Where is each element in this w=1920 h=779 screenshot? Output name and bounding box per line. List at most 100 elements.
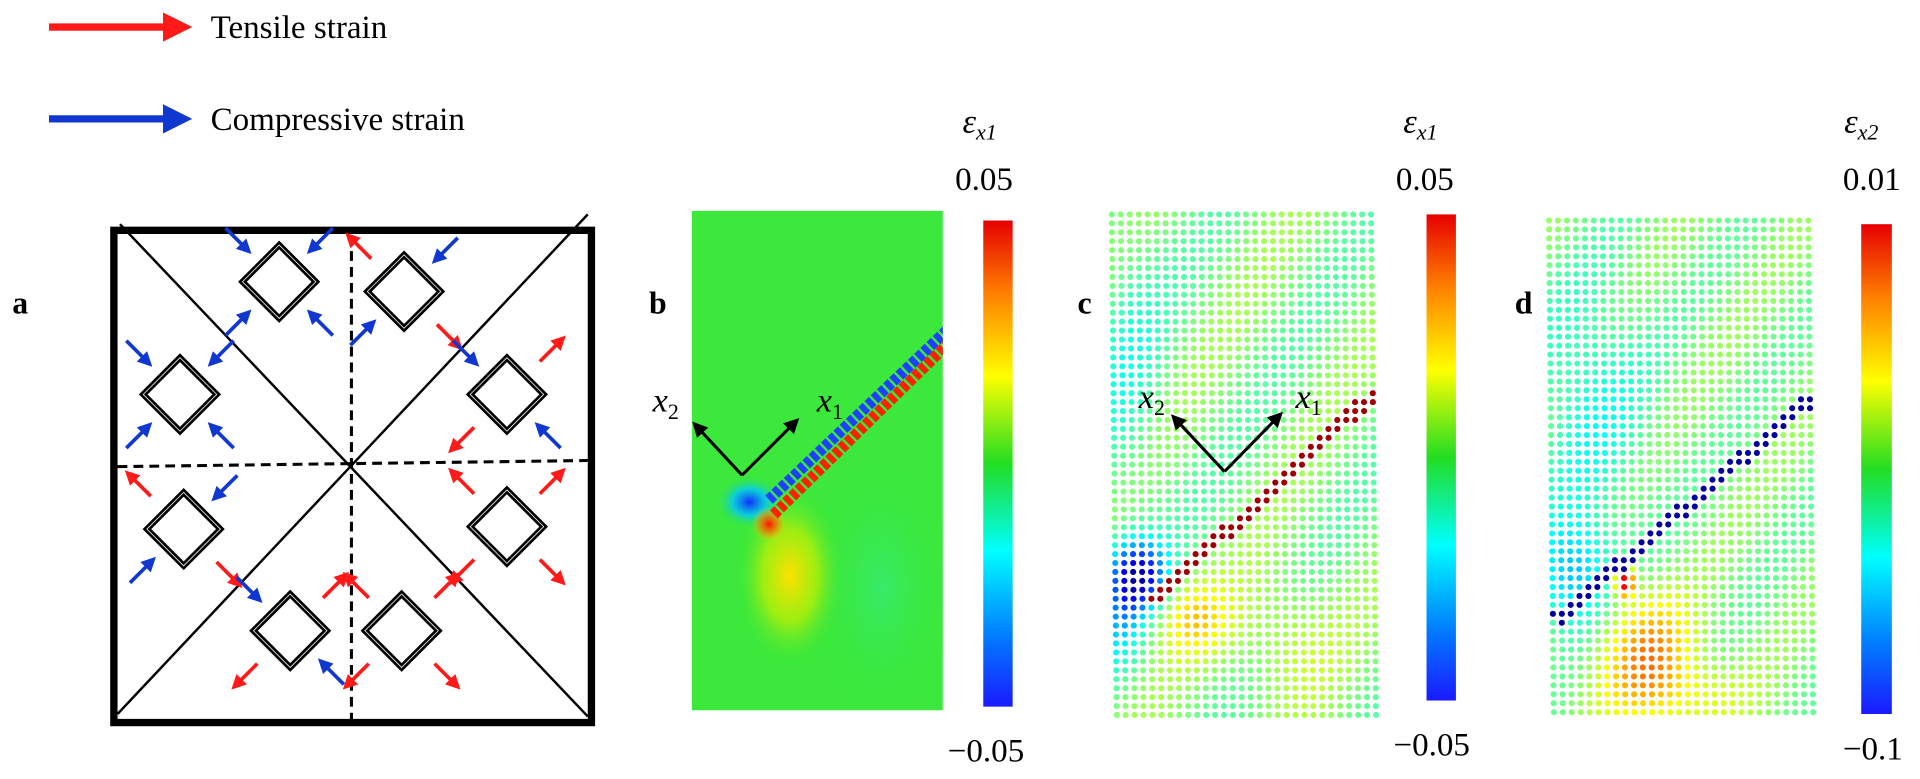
strain-dot bbox=[1297, 309, 1304, 316]
strain-dot bbox=[1176, 711, 1183, 719]
strain-dot bbox=[1307, 416, 1314, 424]
strain-dot bbox=[1209, 443, 1216, 450]
strain-dot bbox=[1315, 354, 1322, 361]
strain-dot bbox=[1110, 416, 1117, 424]
strain-dot bbox=[1307, 381, 1314, 388]
strain-dot bbox=[1359, 291, 1366, 298]
strain-dot bbox=[1254, 479, 1261, 486]
strain-dot bbox=[1699, 414, 1706, 421]
strain-dot bbox=[1226, 336, 1233, 343]
strain-dot bbox=[1753, 396, 1760, 403]
strain-dot bbox=[1263, 470, 1270, 477]
strain-dot bbox=[1762, 467, 1770, 474]
strain-dot bbox=[1646, 405, 1653, 412]
strain-dot bbox=[1315, 327, 1322, 334]
strain-dot bbox=[1760, 262, 1768, 269]
strain-dot bbox=[1336, 658, 1343, 665]
strain-dot bbox=[1674, 566, 1681, 573]
strain-dot bbox=[1592, 431, 1599, 439]
strain-dot bbox=[1664, 431, 1671, 439]
strain-dot bbox=[1706, 226, 1714, 233]
strain-dot bbox=[1119, 363, 1126, 370]
strain-dot bbox=[1646, 485, 1654, 492]
strain-dot bbox=[1344, 515, 1351, 522]
strain-dot bbox=[1288, 309, 1295, 316]
strain-dot bbox=[1119, 381, 1126, 388]
strain-dot bbox=[1120, 533, 1128, 540]
strain-dot bbox=[1797, 342, 1804, 349]
strain-dot bbox=[1726, 414, 1733, 421]
strain-dot bbox=[1310, 702, 1317, 710]
strain-dot bbox=[1226, 390, 1233, 397]
strain-dot bbox=[1683, 592, 1690, 600]
strain-dot bbox=[1162, 256, 1170, 263]
strain-dot bbox=[1627, 378, 1635, 385]
strain-dot bbox=[1112, 604, 1119, 611]
strain-dot bbox=[1728, 583, 1735, 591]
strain-dot bbox=[1635, 226, 1642, 233]
strain-dot bbox=[1111, 470, 1118, 477]
strain-dot bbox=[1755, 601, 1762, 608]
strain-dot bbox=[1791, 619, 1798, 626]
strain-dot bbox=[1219, 524, 1226, 531]
strain-dot bbox=[1797, 369, 1804, 376]
strain-dot bbox=[1556, 423, 1564, 430]
strain-dot bbox=[1201, 568, 1208, 576]
strain-dot bbox=[1122, 694, 1129, 701]
strain-dot bbox=[1260, 211, 1267, 218]
strain-dot bbox=[1769, 217, 1776, 224]
strain-dot bbox=[1157, 577, 1164, 584]
strain-dot bbox=[1145, 273, 1152, 281]
strain-dot bbox=[1220, 702, 1227, 710]
strain-dot bbox=[1245, 488, 1252, 495]
strain-dot bbox=[1771, 458, 1778, 465]
strain-dot bbox=[1131, 676, 1138, 683]
strain-dot bbox=[1665, 575, 1672, 582]
strain-dot bbox=[1108, 220, 1116, 227]
strain-dot bbox=[1584, 512, 1591, 519]
strain-dot bbox=[1345, 694, 1352, 701]
strain-dot bbox=[1630, 637, 1637, 644]
strain-dot bbox=[1700, 512, 1707, 519]
strain-dot bbox=[1567, 557, 1574, 564]
strain-dot bbox=[1165, 559, 1172, 567]
strain-dot bbox=[1810, 709, 1817, 716]
strain-dot bbox=[1764, 664, 1771, 671]
strain-dot bbox=[1370, 479, 1377, 486]
strain-dot bbox=[1274, 694, 1281, 701]
strain-dot bbox=[1341, 264, 1348, 272]
strain-dot bbox=[1287, 220, 1294, 227]
strain-dot bbox=[1139, 640, 1146, 647]
strain-dot bbox=[1328, 711, 1335, 719]
strain-dot bbox=[1760, 217, 1767, 224]
strain-dot bbox=[1112, 577, 1119, 584]
strain-dot bbox=[1619, 440, 1626, 448]
strain-dot bbox=[1591, 342, 1598, 349]
strain-dot bbox=[1180, 264, 1187, 272]
strain-dot bbox=[1290, 470, 1297, 477]
cell-diamond bbox=[362, 250, 446, 333]
strain-dot bbox=[1156, 506, 1163, 513]
compressive-arrow-icon bbox=[534, 422, 562, 450]
strain-dot bbox=[1619, 423, 1626, 430]
strain-dot bbox=[1763, 512, 1770, 519]
strain-dot bbox=[1608, 253, 1615, 260]
strain-dot bbox=[1200, 497, 1208, 504]
strain-dot bbox=[1638, 494, 1645, 501]
strain-dot bbox=[1692, 575, 1699, 582]
strain-dot bbox=[1316, 452, 1323, 459]
strain-dot bbox=[1283, 702, 1290, 710]
strain-dot bbox=[1549, 601, 1556, 608]
strain-dot bbox=[1130, 586, 1137, 593]
strain-dot bbox=[1621, 682, 1629, 689]
strain-dot bbox=[1298, 399, 1305, 406]
strain-dot bbox=[1113, 649, 1120, 656]
strain-dot bbox=[1664, 440, 1671, 448]
tensile-arrow-icon bbox=[448, 426, 476, 454]
strain-dot bbox=[1309, 586, 1316, 593]
strain-dot bbox=[1194, 711, 1201, 719]
strain-dot bbox=[1344, 506, 1351, 513]
strain-dot bbox=[1326, 542, 1333, 549]
strain-dot bbox=[1263, 461, 1270, 468]
strain-dot bbox=[1573, 253, 1580, 260]
